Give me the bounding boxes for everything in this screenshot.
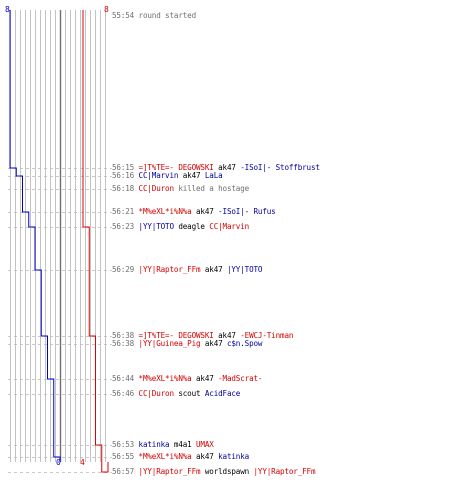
event-time: 56:15 bbox=[112, 163, 139, 172]
player-name: |YY|Raptor_FFm bbox=[138, 467, 201, 476]
event-time: 56:57 bbox=[112, 467, 139, 476]
event-row: 56:15 =]T%TE=- DEGOWSKI ak47 -ISoI|- Sto… bbox=[112, 163, 320, 173]
event-action: ak47 bbox=[178, 171, 205, 180]
event-row: 55:54 round started bbox=[112, 11, 196, 21]
event-action: m4a1 bbox=[169, 440, 197, 449]
player-name: CC|Marvin bbox=[138, 171, 179, 180]
red-start-count: 8 bbox=[104, 5, 109, 14]
player-name: |YY|Raptor_FFm bbox=[138, 265, 201, 274]
event-action: ak47 bbox=[213, 331, 241, 340]
event-row: 56:44 *M%eXL*i%N%a ak47 -MadScrat- bbox=[112, 374, 262, 384]
player-name: katinka bbox=[218, 452, 250, 461]
blue-end-count: 0 bbox=[56, 458, 61, 467]
event-row: 56:16 CC|Marvin ak47 LaLa bbox=[112, 171, 223, 181]
event-action: ak47 bbox=[213, 163, 241, 172]
player-name: katinka bbox=[138, 440, 170, 449]
event-action: ak47 bbox=[191, 207, 219, 216]
timeline-chart bbox=[8, 10, 112, 473]
event-action: deagle bbox=[173, 222, 210, 231]
player-name: |YY|TOTO bbox=[226, 265, 263, 274]
player-name: AcidFace bbox=[204, 389, 241, 398]
red-team-line bbox=[82, 10, 109, 473]
player-name: *M%eXL*i%N%a bbox=[138, 207, 192, 216]
event-time: 56:38 bbox=[112, 339, 139, 348]
event-action: ak47 bbox=[191, 374, 219, 383]
event-action: ak47 bbox=[200, 265, 227, 274]
player-name: -MadScrat- bbox=[218, 374, 263, 383]
event-time: 56:18 bbox=[112, 184, 139, 193]
event-row: 56:29 |YY|Raptor_FFm ak47 |YY|TOTO bbox=[112, 265, 262, 275]
event-action: killed a hostage bbox=[173, 184, 250, 193]
player-name: UMAX bbox=[196, 440, 214, 449]
player-name: =]T%TE=- DEGOWSKI bbox=[138, 331, 214, 340]
player-name: =]T%TE=- DEGOWSKI bbox=[138, 163, 214, 172]
event-row: 56:18 CC|Duron killed a hostage bbox=[112, 184, 249, 194]
player-name: CC|Duron bbox=[138, 389, 175, 398]
player-name: |YY|Raptor_FFm bbox=[253, 467, 316, 476]
blue-team-line bbox=[9, 10, 61, 462]
event-time: 55:54 bbox=[112, 11, 139, 20]
blue-start-count: 8 bbox=[5, 5, 10, 14]
event-action: ak47 bbox=[200, 339, 227, 348]
player-name: |YY|Guinea_Pig bbox=[138, 339, 201, 348]
event-row: 56:46 CC|Duron scout AcidFace bbox=[112, 389, 240, 399]
event-time: 56:23 bbox=[112, 222, 139, 231]
event-row: 56:55 *M%eXL*i%N%a ak47 katinka bbox=[112, 452, 249, 462]
player-name: *M%eXL*i%N%a bbox=[138, 452, 192, 461]
event-time: 56:53 bbox=[112, 440, 139, 449]
event-row: 56:21 *M%eXL*i%N%a ak47 -ISoI|- Rufus bbox=[112, 207, 276, 217]
player-name: -EWCJ-Tinman bbox=[240, 331, 294, 340]
red-end-count: 4 bbox=[80, 458, 85, 467]
event-tick-lines bbox=[8, 168, 112, 473]
event-action: ak47 bbox=[191, 452, 219, 461]
player-name: CC|Marvin bbox=[209, 222, 250, 231]
event-action: scout bbox=[173, 389, 205, 398]
event-time: 56:21 bbox=[112, 207, 139, 216]
event-row: 56:53 katinka m4a1 UMAX bbox=[112, 440, 214, 450]
player-name: -ISoI|- Stoffbrust bbox=[240, 163, 320, 172]
player-name: c$n.Spow bbox=[226, 339, 263, 348]
event-time: 56:44 bbox=[112, 374, 139, 383]
player-name: -ISoI|- Rufus bbox=[218, 207, 276, 216]
player-name: CC|Duron bbox=[138, 184, 175, 193]
event-row: 56:23 |YY|TOTO deagle CC|Marvin bbox=[112, 222, 249, 232]
player-name: LaLa bbox=[204, 171, 223, 180]
event-time: 56:38 bbox=[112, 331, 139, 340]
event-time: 56:29 bbox=[112, 265, 139, 274]
event-time: 56:55 bbox=[112, 452, 139, 461]
event-row: 56:38 |YY|Guinea_Pig ak47 c$n.Spow bbox=[112, 339, 262, 349]
event-row: 56:38 =]T%TE=- DEGOWSKI ak47 -EWCJ-Tinma… bbox=[112, 331, 293, 341]
alive-grid bbox=[10, 10, 106, 462]
event-time: 56:46 bbox=[112, 389, 139, 398]
player-name: *M%eXL*i%N%a bbox=[138, 374, 192, 383]
event-time: 56:16 bbox=[112, 171, 139, 180]
event-row: 56:57 |YY|Raptor_FFm worldspawn |YY|Rapt… bbox=[112, 467, 316, 477]
player-name: |YY|TOTO bbox=[138, 222, 175, 231]
event-action: worldspawn bbox=[200, 467, 254, 476]
event-action: round started bbox=[138, 11, 197, 20]
